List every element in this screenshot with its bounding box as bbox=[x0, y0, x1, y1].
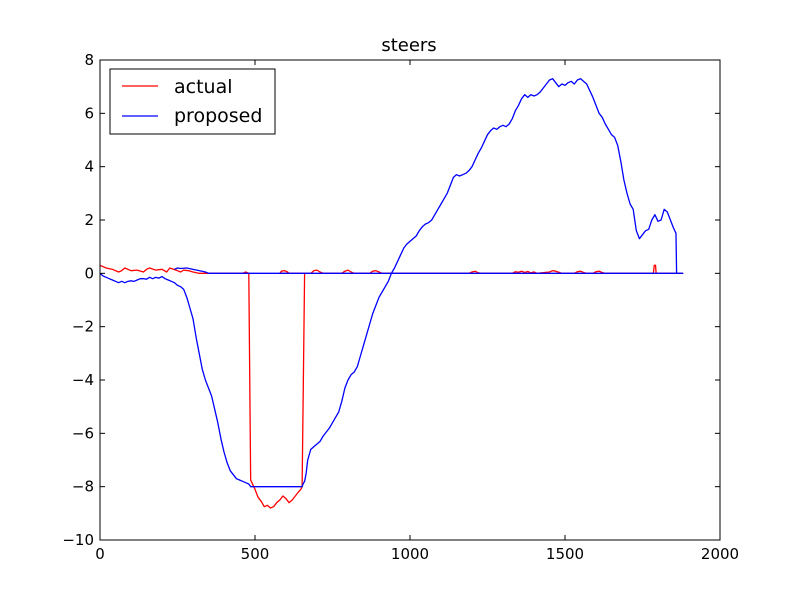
axis-ticks: 0 500 1000 1500 2000 −10 −8 −6 −4 −2 0 2 4 6 8 bbox=[62, 51, 739, 563]
x-tick-label: 1000 bbox=[391, 545, 429, 563]
y-tick-label: 0 bbox=[84, 264, 94, 282]
series-line-proposed bbox=[99, 78, 684, 488]
legend-box bbox=[109, 68, 276, 135]
y-tick-label: 6 bbox=[84, 104, 94, 122]
legend-label-proposed: proposed bbox=[174, 105, 262, 127]
y-tick-label: −10 bbox=[62, 531, 94, 549]
legend-label-actual: actual bbox=[174, 76, 233, 98]
y-tick-label: 8 bbox=[84, 51, 94, 69]
x-tick-label: 500 bbox=[241, 545, 270, 563]
series-line-actual bbox=[99, 264, 683, 509]
y-tick-label: −8 bbox=[72, 478, 94, 496]
x-tick-label: 1500 bbox=[546, 545, 584, 563]
x-tick-label: 2000 bbox=[701, 545, 739, 563]
legend: actual proposed bbox=[109, 68, 276, 135]
chart-title: steers bbox=[381, 35, 436, 56]
y-tick-label: −6 bbox=[72, 424, 94, 442]
x-tick-label: 0 bbox=[95, 545, 105, 563]
y-tick-label: −2 bbox=[72, 318, 94, 336]
y-tick-label: 4 bbox=[84, 158, 94, 176]
plot-area bbox=[99, 78, 684, 509]
y-tick-label: 2 bbox=[84, 211, 94, 229]
y-tick-label: −4 bbox=[72, 371, 94, 389]
